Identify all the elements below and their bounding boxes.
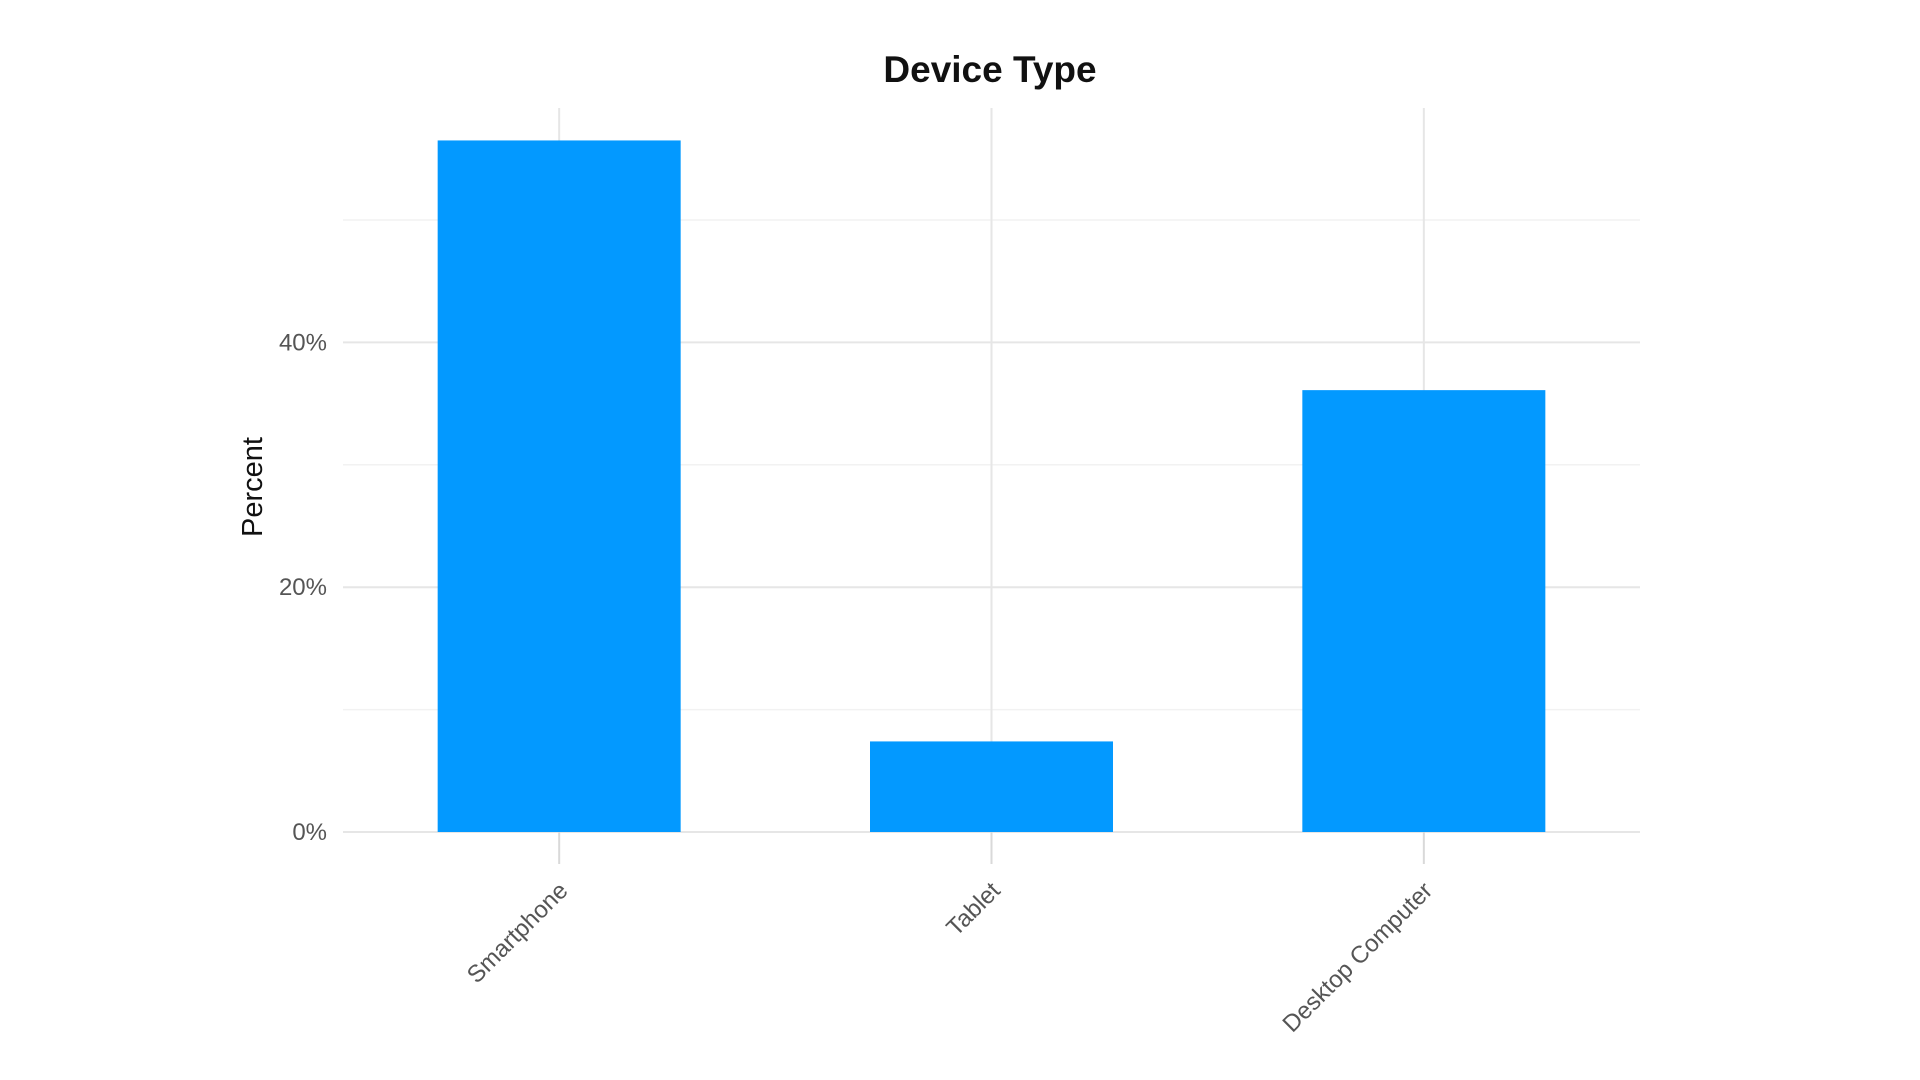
bar xyxy=(437,140,681,832)
y-tick-label: 0% xyxy=(292,819,327,846)
y-axis-label: Percent xyxy=(237,437,269,537)
bar xyxy=(1302,390,1546,832)
x-tick-label: Tablet xyxy=(941,877,1006,942)
chart-title: Device Type xyxy=(883,49,1096,90)
bar xyxy=(870,741,1113,832)
x-tick-label: Smartphone xyxy=(462,877,574,989)
y-tick-label: 20% xyxy=(279,574,327,601)
x-tick-label: Desktop Computer xyxy=(1277,877,1438,1038)
bars xyxy=(437,140,1546,832)
y-tick-label: 40% xyxy=(279,329,327,356)
